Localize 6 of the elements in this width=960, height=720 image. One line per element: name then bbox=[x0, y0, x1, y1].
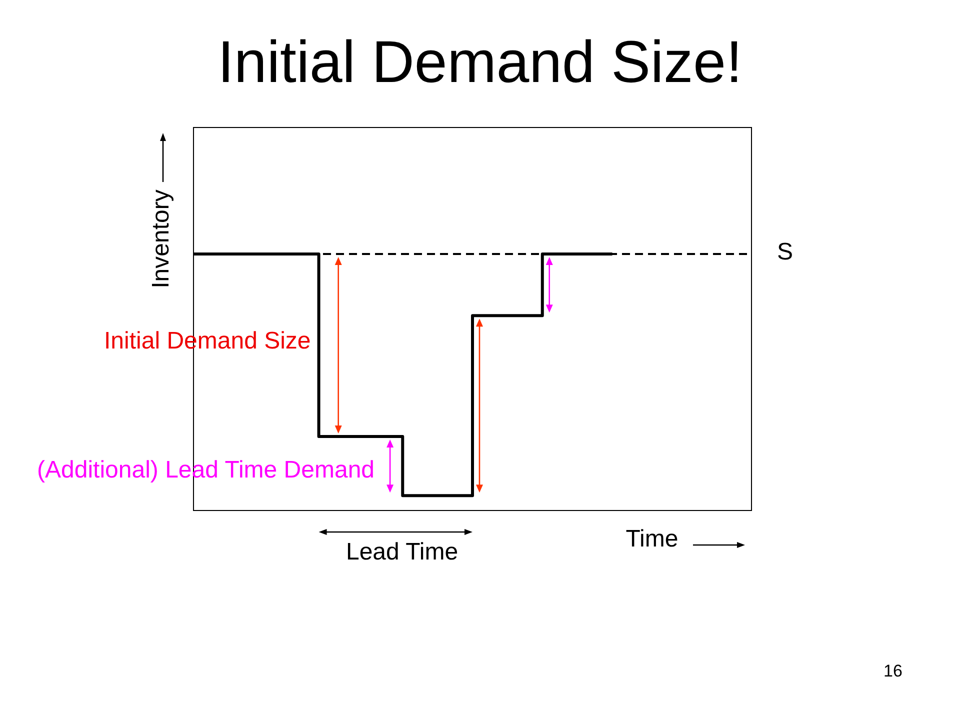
y-axis-title: Inventory bbox=[148, 190, 175, 288]
x-axis-title: Time bbox=[626, 526, 678, 553]
text: 16 bbox=[884, 662, 902, 681]
ref-line-label: S bbox=[776, 238, 794, 266]
chart-title: Initial Demand Size! bbox=[218, 29, 742, 95]
text: Lead Time bbox=[346, 538, 458, 566]
